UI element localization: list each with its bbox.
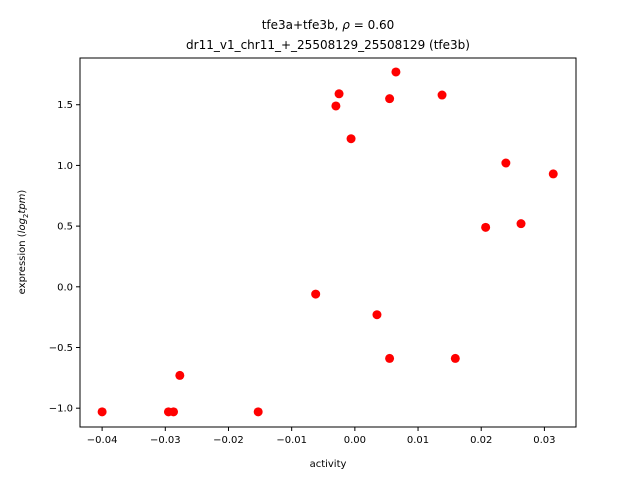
y-tick-label: 0.0 — [57, 282, 73, 293]
chart-title-line1: tfe3a+tfe3b, ρ = 0.60 — [262, 18, 395, 32]
x-tick-label: 0.00 — [344, 435, 366, 446]
chart-title-line2: dr11_v1_chr11_+_25508129_25508129 (tfe3b… — [186, 38, 470, 52]
data-point — [548, 169, 558, 179]
data-point — [450, 353, 460, 363]
data-point — [437, 90, 447, 100]
y-tick-label: 1.5 — [57, 100, 73, 111]
y-axis-label: expression (log2tpm) — [17, 190, 30, 295]
data-point — [516, 219, 526, 229]
data-point — [253, 407, 263, 417]
y-tick-label: 0.5 — [57, 222, 73, 233]
data-points — [97, 67, 558, 417]
data-point — [385, 353, 395, 363]
y-tick-label: 1.0 — [57, 161, 73, 172]
x-axis: −0.04 −0.03 −0.02 −0.01 0.00 0.01 0.02 0.03 — [87, 427, 556, 446]
data-point — [346, 134, 356, 144]
y-tick-label: −1.0 — [49, 404, 73, 415]
y-tick-label: −0.5 — [49, 343, 73, 354]
data-point — [481, 222, 491, 232]
data-point — [97, 407, 107, 417]
y-axis: −1.0 −0.5 0.0 0.5 1.0 1.5 — [49, 100, 80, 415]
data-point — [372, 310, 382, 320]
data-point — [385, 94, 395, 104]
data-point — [331, 101, 341, 111]
data-point — [391, 67, 401, 77]
x-tick-label: −0.02 — [213, 435, 244, 446]
data-point — [501, 158, 511, 168]
x-tick-label: −0.04 — [87, 435, 118, 446]
x-tick-label: 0.03 — [533, 435, 555, 446]
x-axis-label: activity — [310, 459, 347, 470]
data-point — [175, 370, 185, 380]
x-tick-label: 0.02 — [470, 435, 492, 446]
data-point — [334, 89, 344, 99]
x-tick-label: −0.03 — [150, 435, 181, 446]
x-tick-label: 0.01 — [407, 435, 429, 446]
data-point — [311, 289, 321, 299]
data-point — [169, 407, 179, 417]
plot-area — [79, 57, 577, 428]
x-tick-label: −0.01 — [276, 435, 307, 446]
rho-symbol: ρ — [342, 18, 350, 32]
